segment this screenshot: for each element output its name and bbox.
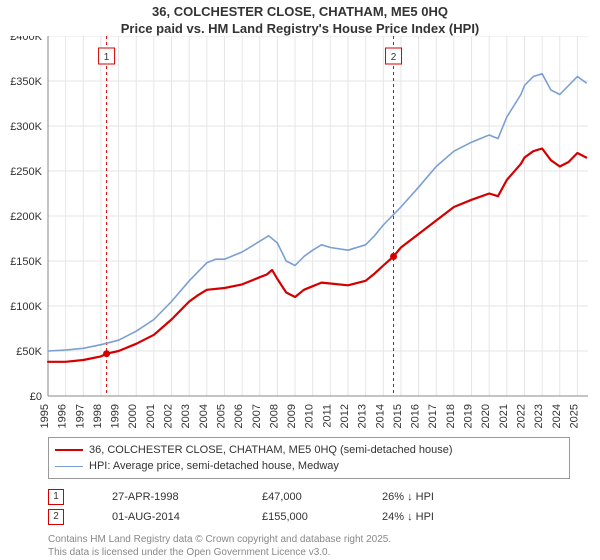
x-tick-label: 2008: [268, 404, 280, 428]
marker-row-price: £155,000: [262, 511, 342, 523]
x-tick-label: 2009: [286, 404, 298, 428]
legend-swatch: [55, 449, 83, 451]
marker-box-label: 2: [391, 52, 397, 63]
x-tick-label: 2014: [374, 404, 386, 428]
series-price_paid: [48, 149, 586, 362]
sale-point: [390, 253, 397, 260]
marker-row-price: £47,000: [262, 491, 342, 503]
legend-row: HPI: Average price, semi-detached house,…: [55, 458, 563, 474]
marker-row-date: 27-APR-1998: [112, 491, 222, 503]
x-tick-label: 2024: [551, 404, 563, 428]
marker-row: 2 01-AUG-2014 £155,000 24% ↓ HPI: [48, 507, 570, 527]
legend-swatch: [55, 466, 83, 467]
series-hpi: [48, 74, 586, 351]
x-tick-label: 2022: [515, 404, 527, 428]
title-sub: Price paid vs. HM Land Registry's House …: [0, 21, 600, 36]
y-tick-label: £350K: [10, 76, 42, 88]
x-tick-label: 2021: [498, 404, 510, 428]
y-tick-label: £0: [30, 391, 42, 403]
y-tick-label: £200K: [10, 211, 42, 223]
marker-row-pct: 24% ↓ HPI: [382, 511, 482, 523]
x-tick-label: 2023: [533, 404, 545, 428]
y-tick-label: £300K: [10, 121, 42, 133]
x-tick-label: 2016: [410, 404, 422, 428]
x-tick-label: 1996: [57, 404, 69, 428]
line-chart-svg: £0 £50K £100K £150K £200K £250K £300K £350K £400…: [0, 36, 600, 431]
x-tick-label: 2020: [480, 404, 492, 428]
x-tick-label: 2012: [339, 404, 351, 428]
x-tick-label: 1998: [92, 404, 104, 428]
x-tick-label: 2002: [163, 404, 175, 428]
y-tick-label: £100K: [10, 301, 42, 313]
footer-line-2: This data is licensed under the Open Gov…: [48, 546, 570, 559]
x-tick-label: 1995: [39, 404, 51, 428]
x-tick-label: 1999: [110, 404, 122, 428]
legend-label: 36, COLCHESTER CLOSE, CHATHAM, ME5 0HQ (…: [89, 444, 453, 456]
x-tick-label: 2019: [463, 404, 475, 428]
x-tick-label: 2018: [445, 404, 457, 428]
x-tick-label: 2000: [127, 404, 139, 428]
y-tick-label: £50K: [16, 346, 42, 358]
y-tick-label: £400K: [10, 36, 42, 43]
x-tick-label: 2003: [180, 404, 192, 428]
marker-box-label: 1: [104, 52, 110, 63]
footer-line-1: Contains HM Land Registry data © Crown c…: [48, 533, 570, 546]
x-tick-label: 2013: [357, 404, 369, 428]
chart-titles: 36, COLCHESTER CLOSE, CHATHAM, ME5 0HQ P…: [0, 0, 600, 36]
footer-attribution: Contains HM Land Registry data © Crown c…: [48, 533, 570, 559]
x-tick-label: 2017: [427, 404, 439, 428]
x-tick-label: 2005: [215, 404, 227, 428]
x-tick-label: 2015: [392, 404, 404, 428]
x-tick-label: 2006: [233, 404, 245, 428]
x-tick-label: 2007: [251, 404, 263, 428]
x-tick-label: 2011: [321, 404, 333, 428]
sale-point: [103, 350, 110, 357]
x-tick-label: 2001: [145, 404, 157, 428]
legend-row: 36, COLCHESTER CLOSE, CHATHAM, ME5 0HQ (…: [55, 442, 563, 458]
x-tick-label: 2025: [568, 404, 580, 428]
y-tick-label: £150K: [10, 256, 42, 268]
marker-row-date: 01-AUG-2014: [112, 511, 222, 523]
x-tick-label: 2004: [198, 404, 210, 428]
x-tick-label: 2010: [304, 404, 316, 428]
legend-label: HPI: Average price, semi-detached house,…: [89, 460, 339, 472]
legend-box: 36, COLCHESTER CLOSE, CHATHAM, ME5 0HQ (…: [48, 437, 570, 479]
x-tick-label: 1997: [74, 404, 86, 428]
marker-row-pct: 26% ↓ HPI: [382, 491, 482, 503]
title-main: 36, COLCHESTER CLOSE, CHATHAM, ME5 0HQ: [0, 4, 600, 19]
marker-row-box: 2: [48, 509, 64, 525]
y-tick-label: £250K: [10, 166, 42, 178]
chart-area: £0 £50K £100K £150K £200K £250K £300K £350K £400…: [0, 36, 600, 431]
marker-row: 1 27-APR-1998 £47,000 26% ↓ HPI: [48, 487, 570, 507]
marker-table: 1 27-APR-1998 £47,000 26% ↓ HPI 2 01-AUG-2014…: [48, 487, 570, 527]
marker-row-box: 1: [48, 489, 64, 505]
